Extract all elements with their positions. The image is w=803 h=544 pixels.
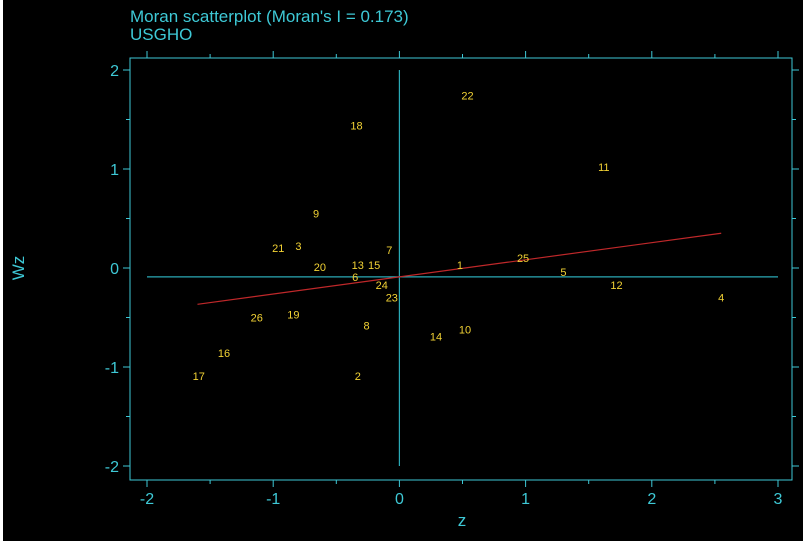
y-tick-label: -2 (105, 459, 119, 476)
x-tick-label: 3 (774, 491, 783, 508)
data-point-19: 19 (287, 310, 299, 322)
y-tick-label: 2 (110, 63, 119, 80)
data-point-6: 6 (352, 272, 358, 284)
data-point-25: 25 (517, 253, 529, 265)
data-point-20: 20 (314, 262, 326, 274)
data-point-7: 7 (386, 245, 392, 257)
data-point-8: 8 (364, 320, 370, 332)
regression-line (197, 232, 722, 305)
y-axis-title: Wz (9, 256, 28, 281)
data-point-5: 5 (560, 267, 566, 279)
x-tick-label: -2 (140, 491, 154, 508)
data-point-15: 15 (368, 260, 380, 272)
data-point-16: 16 (218, 348, 230, 360)
y-tick-label: -1 (105, 360, 119, 377)
x-axis-title: z (458, 511, 467, 530)
data-point-1: 1 (457, 260, 463, 272)
x-tick-label: 0 (395, 491, 404, 508)
data-point-17: 17 (193, 371, 205, 383)
data-point-13: 13 (352, 260, 364, 272)
chart-subtitle: USGHO (130, 25, 192, 44)
data-point-3: 3 (295, 241, 301, 253)
data-point-18: 18 (350, 120, 362, 132)
y-tick-label: 1 (110, 162, 119, 179)
data-point-14: 14 (430, 331, 442, 343)
data-point-9: 9 (313, 209, 319, 221)
data-point-23: 23 (386, 293, 398, 305)
x-tick-label: 2 (647, 491, 656, 508)
plot-frame (129, 57, 793, 481)
data-point-24: 24 (376, 280, 388, 292)
data-point-10: 10 (459, 324, 471, 336)
data-point-22: 22 (461, 91, 473, 103)
x-tick-label: -1 (266, 491, 280, 508)
data-point-2: 2 (355, 371, 361, 383)
y-tick-label: 0 (110, 261, 119, 278)
data-point-4: 4 (718, 293, 724, 305)
data-point-26: 26 (251, 313, 263, 325)
x-tick-label: 1 (521, 491, 530, 508)
data-point-12: 12 (610, 280, 622, 292)
chart-title: Moran scatterplot (Moran's I = 0.173) (130, 7, 409, 26)
data-point-21: 21 (272, 243, 284, 255)
data-point-11: 11 (598, 162, 609, 174)
